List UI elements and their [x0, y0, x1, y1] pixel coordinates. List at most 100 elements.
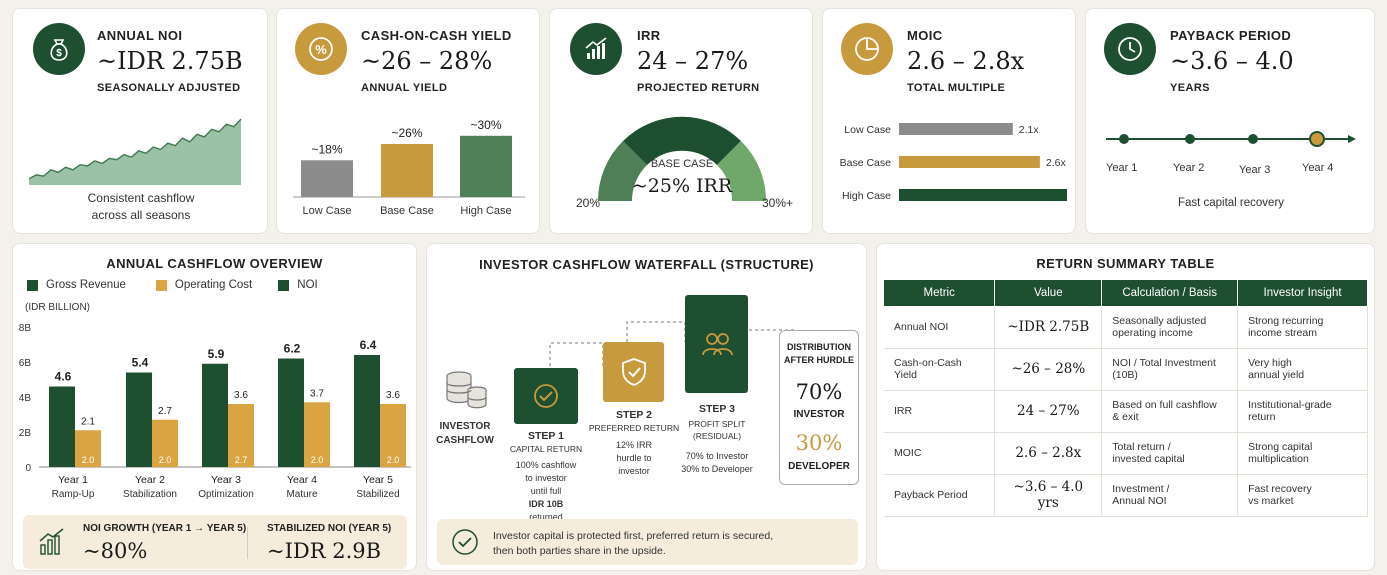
category-label: Base Case	[380, 205, 434, 217]
kpi-subtitle: PROJECTED RETURN	[637, 82, 760, 94]
noi-label: 2.0	[82, 455, 95, 465]
step2-title: STEP 2	[616, 409, 652, 421]
insight-line: Institutional-grade	[1248, 399, 1332, 411]
bar-operating-cost	[228, 404, 254, 467]
y-tick-label: 0	[25, 463, 31, 474]
chart-caption: Consistent cashflow	[87, 191, 195, 205]
basis-cell: NOI / Total Investment (10B)	[1101, 348, 1239, 391]
data-label: 3.6	[234, 390, 248, 401]
coc-bar-chart: ~18% Low Case ~26% Base Case ~30% High Case	[293, 118, 525, 217]
basis-line: NOI / Total Investment	[1112, 357, 1216, 369]
category-label: Year 1	[58, 474, 88, 486]
step2-desc: 12% IRR	[615, 440, 652, 450]
category-label: Low Case	[844, 124, 891, 136]
timeline-label: Year 4	[1302, 162, 1334, 174]
gauge-segment-low	[597, 141, 647, 201]
coins-icon	[443, 368, 489, 417]
category-label: High Case	[842, 190, 891, 202]
category-sublabel: Ramp-Up	[52, 489, 95, 500]
section-title: INVESTOR CASHFLOW WATERFALL (STRUCTURE)	[479, 257, 814, 272]
step3-subtitle: (RESIDUAL)	[692, 431, 742, 441]
check-circle-icon	[451, 528, 479, 561]
bar	[301, 160, 353, 197]
step1-box	[514, 368, 578, 424]
basis-cell: Seasonally adjusted operating income	[1101, 306, 1239, 349]
category-label: Year 3	[211, 474, 241, 486]
developer-pct-label: DEVELOPER	[788, 461, 850, 472]
y-tick-label: 8B	[19, 323, 32, 334]
timeline-dot-highlight	[1309, 131, 1325, 147]
column-header: Metric	[884, 280, 996, 306]
insight-cell: Strong capital multiplication	[1237, 432, 1368, 475]
step1-title: STEP 1	[528, 430, 564, 442]
category-label: Year 5	[363, 474, 393, 486]
insight-line: Strong capital	[1248, 441, 1313, 453]
kpi-subtitle: ANNUAL YIELD	[361, 82, 448, 94]
gauge-max-label: 30%+	[762, 196, 794, 210]
y-tick-label: 4B	[19, 393, 32, 404]
timeline-dot	[1119, 134, 1129, 144]
developer-pct: 30%	[795, 431, 843, 455]
step1-desc: until full	[530, 486, 562, 496]
kpi-card-coc: % CASH-ON-CASH YIELD ~26 – 28% ANNUAL YI…	[276, 8, 540, 234]
percent-icon: %	[295, 23, 347, 75]
money-bag-icon: $	[33, 23, 85, 75]
insight-line: Fast recovery	[1248, 483, 1312, 495]
svg-text:$: $	[56, 48, 62, 59]
data-label: ~26%	[391, 126, 422, 140]
pie-chart-icon	[841, 23, 893, 75]
insight-cell: Very high annual yield	[1237, 348, 1368, 391]
insight-line: multiplication	[1248, 453, 1309, 465]
step1-desc: IDR 10B	[528, 499, 564, 509]
insight-cell: Fast recovery vs market	[1237, 474, 1368, 517]
noi-label: 2.0	[387, 455, 400, 465]
investor-pct-label: INVESTOR	[793, 409, 845, 420]
kpi-subtitle: SEASONALLY ADJUSTED	[97, 82, 241, 94]
kpi-title: IRR	[637, 28, 661, 43]
metric-cell: Cash-on-Cash Yield	[884, 348, 996, 391]
stabilized-label: STABILIZED NOI (YEAR 5)	[267, 523, 392, 534]
svg-text:%: %	[315, 42, 327, 57]
legend-label: Operating Cost	[174, 279, 253, 291]
investor-cashflow-label: INVESTOR	[439, 421, 491, 432]
bar	[899, 156, 1040, 168]
bar-gross-revenue	[202, 363, 228, 467]
bar-gross-revenue	[126, 372, 152, 467]
basis-line: operating income	[1112, 326, 1193, 339]
step3-desc: 70% to Investor	[685, 451, 749, 461]
timeline-dot	[1248, 134, 1258, 144]
kpi-subtitle: YEARS	[1170, 82, 1210, 94]
kpi-value: ~26 – 28%	[361, 47, 493, 75]
insight-line: Very high	[1248, 357, 1292, 369]
basis-cell: Based on full cashflow & exit	[1101, 390, 1239, 433]
legend-swatch	[27, 279, 38, 291]
gauge-base-value: ~25% IRR	[631, 175, 733, 197]
insight-cell: Strong recurring income stream	[1237, 306, 1368, 349]
data-label: 2.6x	[1046, 157, 1067, 169]
bar-gross-revenue	[354, 355, 380, 467]
step1-desc: to investor	[525, 473, 567, 483]
noi-label: 2.0	[159, 455, 172, 465]
value-cell: 2.6 – 2.8x	[994, 432, 1103, 475]
category-label: Low Case	[303, 205, 352, 217]
y-tick-label: 2B	[19, 428, 32, 439]
kpi-title: CASH-ON-CASH YIELD	[361, 28, 512, 43]
y-axis-unit: (IDR BILLION)	[25, 302, 91, 313]
bar-operating-cost	[152, 419, 178, 467]
data-label: 6.2	[284, 342, 301, 356]
growth-chart-icon	[37, 527, 67, 562]
step3-desc: 30% to Developer	[681, 464, 753, 474]
people-icon	[701, 333, 733, 356]
kpi-title: ANNUAL NOI	[97, 28, 183, 43]
metric-cell: IRR	[884, 390, 996, 433]
gauge-segment-high	[717, 141, 767, 201]
gauge-segment-mid	[623, 116, 741, 165]
category-sublabel: Mature	[286, 489, 318, 500]
chart-caption: across all seasons	[91, 208, 191, 222]
insight-line: vs market	[1248, 495, 1294, 507]
cashflow-footer: NOI GROWTH (YEAR 1 → YEAR 5) ~80% STABIL…	[23, 515, 407, 569]
legend-swatch	[155, 279, 167, 291]
noi-area-chart	[28, 118, 242, 185]
category-label: Base Case	[840, 157, 892, 169]
basis-line: Investment /	[1112, 483, 1170, 495]
